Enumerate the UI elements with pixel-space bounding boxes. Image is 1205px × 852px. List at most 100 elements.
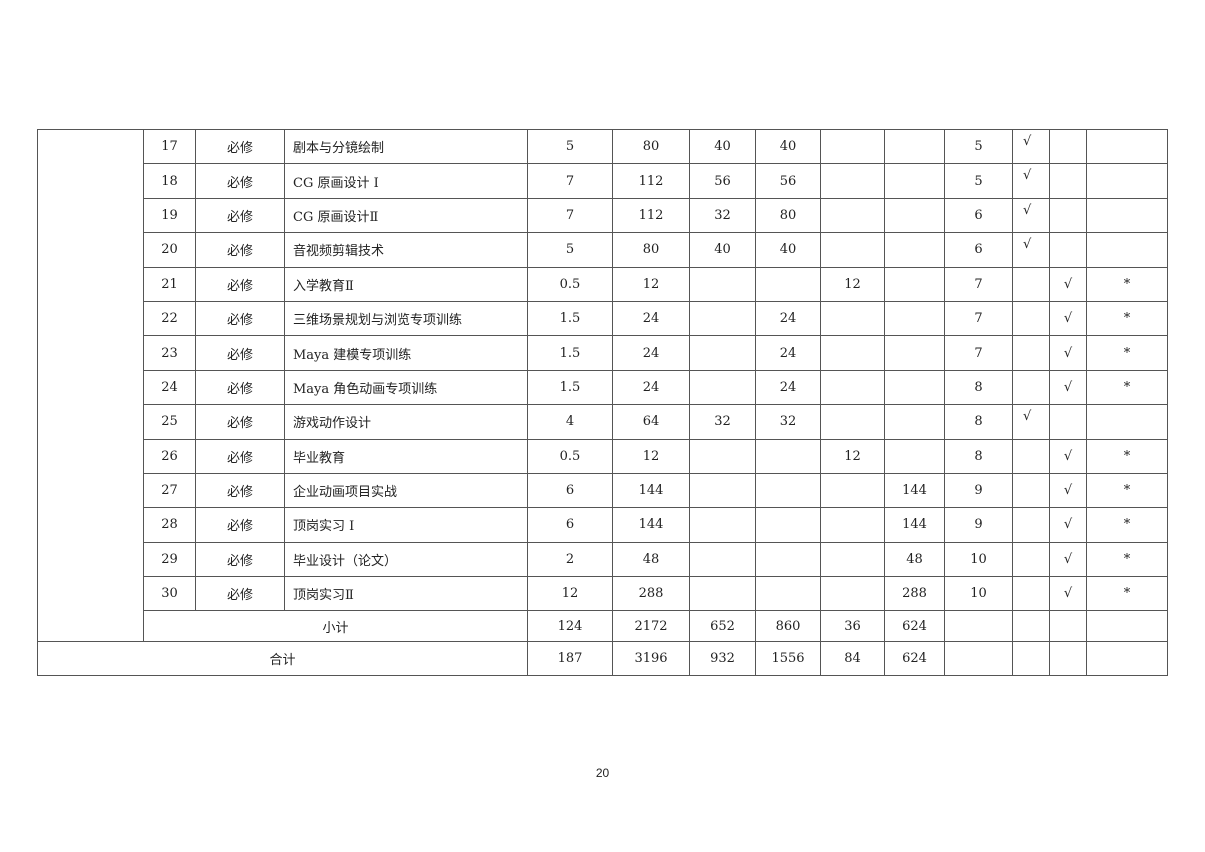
- cell-hours: 64: [612, 404, 690, 440]
- table-row: 24 必修 Maya 角色动画专项训练 1.5 24 24 8 √ *: [38, 369, 1168, 406]
- subtotal-credit: 124: [527, 610, 613, 642]
- cell-credit: 0.5: [527, 438, 613, 474]
- total-c8: 84: [820, 640, 885, 676]
- cell-c9: [884, 266, 945, 302]
- cell-hours: 112: [612, 163, 690, 199]
- cell-no: 26: [143, 438, 196, 474]
- cell-type: 必修: [195, 266, 285, 302]
- cell-no: 29: [143, 541, 196, 578]
- cell-check: √: [1049, 266, 1087, 302]
- cell-exam: √: [1012, 163, 1050, 199]
- cell-c9: [884, 404, 945, 440]
- cell-hours: 80: [612, 232, 690, 268]
- subtotal-c9: 624: [884, 610, 945, 642]
- cell-term: 8: [944, 438, 1013, 474]
- cell-mark: *: [1086, 438, 1168, 474]
- total-c9: 624: [884, 640, 945, 676]
- cell-theory: [689, 576, 756, 612]
- cell-check: [1049, 128, 1087, 165]
- cell-exam: √: [1012, 404, 1050, 440]
- cell-theory: 40: [689, 232, 756, 268]
- cell-c8: [820, 369, 885, 406]
- cell-name: Maya 建模专项训练: [284, 335, 528, 371]
- cell-c8: [820, 300, 885, 337]
- empty-cell: [1086, 610, 1168, 642]
- cell-name: CG 原画设计Ⅱ: [284, 197, 528, 234]
- table-row: 27 必修 企业动画项目实战 6 144 144 9 √ *: [38, 472, 1168, 509]
- cell-theory: 40: [689, 128, 756, 165]
- cell-exam: [1012, 438, 1050, 474]
- subtotal-label: 小计: [143, 610, 528, 642]
- cell-name: 毕业教育: [284, 438, 528, 474]
- cell-exam: [1012, 335, 1050, 371]
- cell-credit: 6: [527, 507, 613, 543]
- empty-cell: [1049, 640, 1087, 676]
- cell-term: 7: [944, 300, 1013, 337]
- cell-exam: [1012, 300, 1050, 337]
- cell-c8: [820, 163, 885, 199]
- cell-mark: *: [1086, 541, 1168, 578]
- cell-c9: 144: [884, 507, 945, 543]
- total-theory: 932: [689, 640, 756, 676]
- total-credit: 187: [527, 640, 613, 676]
- cell-exam: [1012, 472, 1050, 509]
- cell-name: 游戏动作设计: [284, 404, 528, 440]
- cell-no: 19: [143, 197, 196, 234]
- cell-name: 剧本与分镜绘制: [284, 128, 528, 165]
- cell-no: 23: [143, 335, 196, 371]
- cell-hours: 24: [612, 300, 690, 337]
- cell-c9: 48: [884, 541, 945, 578]
- cell-no: 25: [143, 404, 196, 440]
- cell-term: 6: [944, 197, 1013, 234]
- cell-credit: 1.5: [527, 335, 613, 371]
- empty-cell: [1012, 640, 1050, 676]
- cell-check: [1049, 404, 1087, 440]
- cell-check: √: [1049, 300, 1087, 337]
- empty-cell: [1049, 610, 1087, 642]
- cell-check: [1049, 197, 1087, 234]
- cell-c8: 12: [820, 438, 885, 474]
- cell-theory: [689, 335, 756, 371]
- cell-term: 8: [944, 369, 1013, 406]
- cell-credit: 0.5: [527, 266, 613, 302]
- cell-c8: [820, 404, 885, 440]
- cell-exam: [1012, 266, 1050, 302]
- cell-mark: *: [1086, 576, 1168, 612]
- cell-mark: [1086, 404, 1168, 440]
- cell-practice: [755, 438, 821, 474]
- cell-type: 必修: [195, 404, 285, 440]
- cell-mark: [1086, 232, 1168, 268]
- subtotal-row: 小计 124 2172 652 860 36 624: [38, 610, 1168, 642]
- cell-practice: 56: [755, 163, 821, 199]
- cell-c9: [884, 232, 945, 268]
- cell-type: 必修: [195, 232, 285, 268]
- category-cell: [37, 129, 144, 642]
- cell-type: 必修: [195, 128, 285, 165]
- cell-no: 18: [143, 163, 196, 199]
- cell-c8: [820, 335, 885, 371]
- cell-mark: *: [1086, 335, 1168, 371]
- cell-exam: √: [1012, 232, 1050, 268]
- cell-theory: 32: [689, 197, 756, 234]
- cell-exam: [1012, 507, 1050, 543]
- cell-c9: [884, 163, 945, 199]
- cell-c8: [820, 472, 885, 509]
- cell-term: 10: [944, 576, 1013, 612]
- cell-theory: [689, 266, 756, 302]
- cell-type: 必修: [195, 163, 285, 199]
- cell-theory: [689, 507, 756, 543]
- cell-c8: [820, 576, 885, 612]
- cell-practice: 24: [755, 335, 821, 371]
- cell-no: 22: [143, 300, 196, 337]
- cell-exam: √: [1012, 128, 1050, 165]
- cell-hours: 288: [612, 576, 690, 612]
- empty-cell: [944, 640, 1013, 676]
- cell-c9: [884, 197, 945, 234]
- cell-credit: 5: [527, 128, 613, 165]
- cell-theory: 32: [689, 404, 756, 440]
- cell-type: 必修: [195, 335, 285, 371]
- cell-practice: [755, 541, 821, 578]
- cell-type: 必修: [195, 507, 285, 543]
- cell-term: 10: [944, 541, 1013, 578]
- total-practice: 1556: [755, 640, 821, 676]
